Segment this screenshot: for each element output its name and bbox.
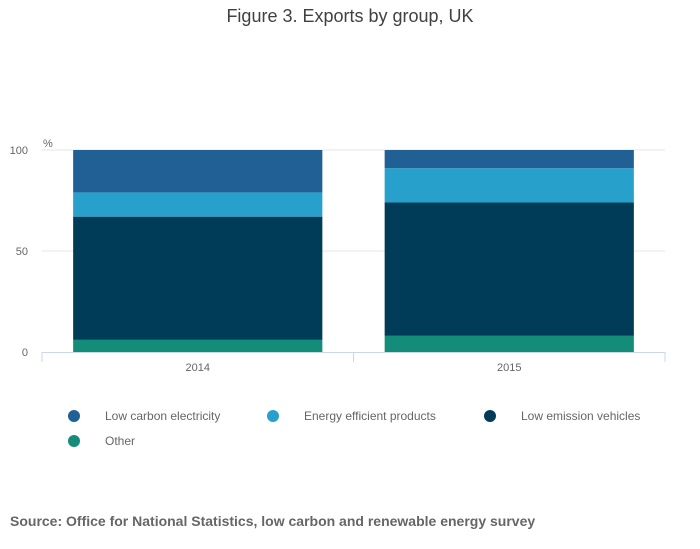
legend-marker-icon: [68, 435, 80, 447]
bar-other-2014: [73, 339, 323, 352]
bar-low-carbon-electricity-2014: [73, 150, 323, 193]
legend-marker-icon: [267, 410, 279, 422]
chart-title: Figure 3. Exports by group, UK: [226, 6, 474, 26]
x-tick-label: 2014: [186, 362, 210, 374]
bar-energy-efficient-products-2014: [73, 192, 323, 217]
legend-label: Energy efficient products: [304, 409, 436, 423]
bar-low-emission-vehicles-2015: [384, 202, 634, 336]
source-note: Source: Office for National Statistics, …: [10, 513, 536, 529]
bar-other-2015: [384, 335, 634, 352]
chart: 0 50 100% 2014 2015: [10, 138, 666, 374]
y-tick-label: 0: [22, 347, 28, 359]
legend-marker-icon: [484, 410, 496, 422]
y-axis-label: %: [43, 138, 53, 150]
legend-item-low-emission-vehicles[interactable]: Low emission vehicles: [484, 409, 640, 423]
x-tick-label: 2015: [497, 362, 521, 374]
legend-item-energy-efficient-products[interactable]: Energy efficient products: [267, 409, 436, 423]
legend-label: Low carbon electricity: [105, 409, 221, 423]
y-tick-label: 50: [16, 246, 28, 258]
bar-low-emission-vehicles-2014: [73, 216, 323, 340]
legend-label: Other: [105, 434, 136, 448]
bar-energy-efficient-products-2015: [384, 168, 634, 203]
legend-label: Low emission vehicles: [521, 409, 641, 423]
legend-item-other[interactable]: Other: [68, 434, 135, 448]
bar-low-carbon-electricity-2015: [384, 150, 634, 169]
y-tick-label: 100: [10, 145, 28, 157]
legend-marker-icon: [68, 410, 80, 422]
legend-item-low-carbon-electricity[interactable]: Low carbon electricity: [68, 409, 220, 423]
